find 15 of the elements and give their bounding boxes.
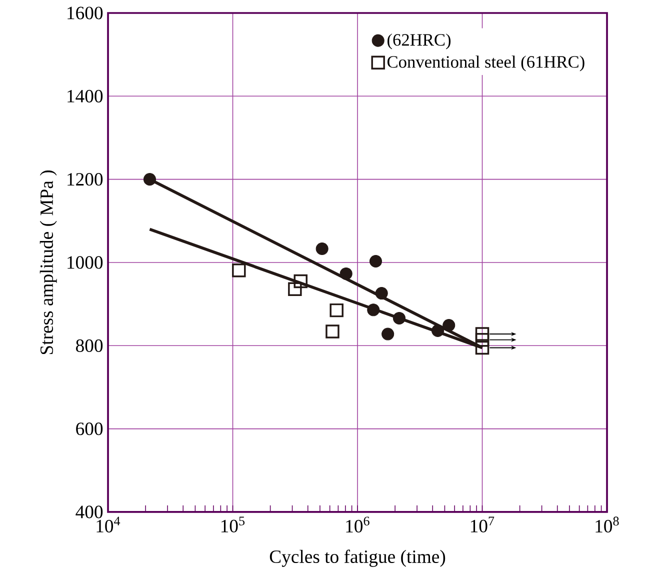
x-tick-label: 10$^{5}$ — [221, 516, 245, 532]
y-tick-label: 600 — [76, 422, 103, 436]
x-axis-title: Cycles to fatigue (time) — [270, 550, 446, 567]
legend-label: (62HRC) — [388, 34, 451, 50]
x-tick-label: 10$^{6}$ — [346, 516, 370, 533]
y-tick-label: 1600 — [68, 6, 103, 20]
y-tick-label: 1200 — [68, 173, 103, 186]
x-tick-label: 10$^{7}$ — [470, 516, 494, 532]
y-tick-label: 1000 — [68, 256, 103, 269]
legend-label: Conventional steel (61HRC) — [387, 56, 584, 72]
y-tick-label: 800 — [76, 339, 103, 352]
y-axis-title: Stress amplitude ( MPa ) — [40, 170, 57, 354]
x-tick-label: 10$^{8}$ — [596, 516, 619, 533]
y-tick-label: 400 — [76, 506, 103, 518]
y-tick-label: 1400 — [68, 90, 103, 102]
